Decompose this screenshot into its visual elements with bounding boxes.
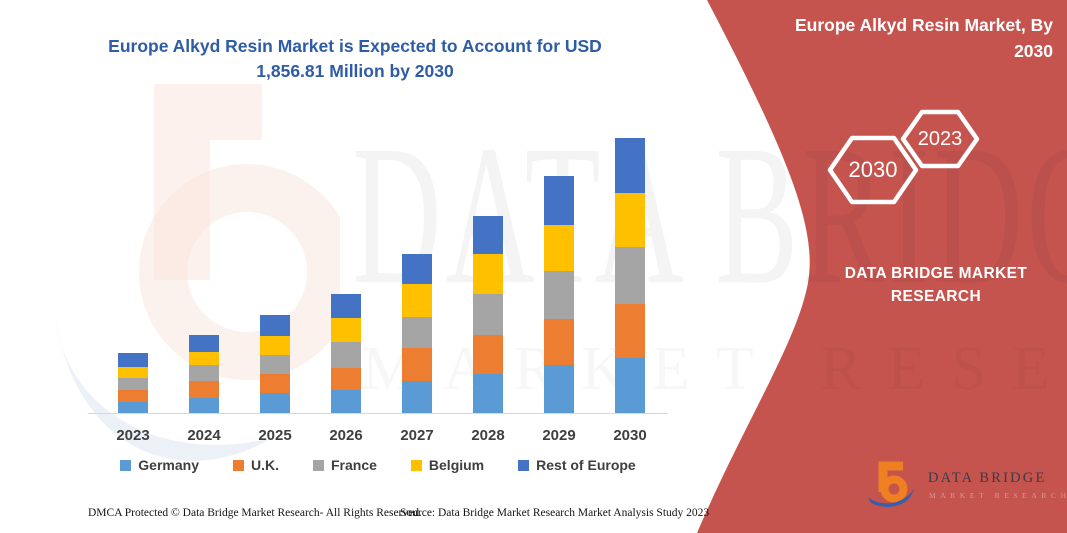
bar-segment-u-k- [544, 319, 574, 365]
bar-segment-france [189, 365, 219, 381]
bar-segment-belgium [544, 225, 574, 271]
bar-segment-rest-of-europe [331, 294, 361, 318]
legend-swatch-icon [120, 459, 132, 471]
bar-segment-rest-of-europe [402, 254, 432, 284]
bar-segment-belgium [118, 367, 148, 378]
bar-segment-germany [473, 374, 503, 413]
plot-area [88, 120, 668, 414]
bar-2030 [615, 138, 645, 413]
x-axis-label-2030: 2030 [613, 427, 647, 444]
legend-label: U.K. [250, 457, 279, 473]
x-axis-label-2026: 2026 [329, 427, 363, 444]
legend-swatch-icon [410, 459, 422, 471]
bar-segment-germany [118, 402, 148, 413]
bar-segment-belgium [615, 193, 645, 247]
bar-segment-france [544, 271, 574, 319]
stacked-bar-chart: 2023 2024 2025 2026 2027 2028 2029 2030 Germany… [88, 120, 668, 473]
x-axis-label-2029: 2029 [542, 427, 576, 444]
bar-segment-belgium [189, 352, 219, 365]
legend-item-belgium: Belgium [410, 457, 485, 473]
legend-item-germany: Germany [120, 457, 199, 473]
bar-2026 [331, 294, 361, 413]
bar-segment-france [260, 355, 290, 374]
x-axis-label-2023: 2023 [116, 427, 150, 444]
x-axis-label-2025: 2025 [258, 427, 292, 444]
watermark-brand-text: DATA BRIDGE [352, 105, 1067, 326]
bar-segment-germany [402, 381, 432, 413]
bar-2028 [473, 216, 503, 413]
bar-segment-germany [615, 358, 645, 413]
brand-logo-subtitle: MARKET RESEARCH [929, 491, 1067, 500]
legend-swatch-icon [518, 459, 530, 471]
brand-logo-icon [868, 461, 914, 507]
bar-segment-rest-of-europe [118, 353, 148, 367]
chart-legend: Germany U.K. France Belgium Rest of Europe [88, 457, 668, 473]
bar-segment-rest-of-europe [615, 138, 645, 193]
bar-segment-belgium [331, 318, 361, 342]
bar-segment-france [615, 247, 645, 304]
bar-segment-belgium [473, 254, 503, 294]
bar-segment-u-k- [331, 368, 361, 390]
legend-item-rest-of-europe: Rest of Europe [518, 457, 636, 473]
bar-segment-belgium [402, 284, 432, 317]
chart-title: Europe Alkyd Resin Market is Expected to… [108, 36, 602, 81]
legend-label: Germany [138, 457, 199, 473]
bar-segment-u-k- [615, 304, 645, 358]
bar-segment-france [473, 294, 503, 335]
footer-source-text: Source: Data Bridge Market Research Mark… [400, 507, 710, 519]
bar-segment-rest-of-europe [189, 335, 219, 352]
bar-segment-germany [544, 365, 574, 413]
legend-label: Belgium [428, 457, 485, 473]
bar-segment-belgium [260, 336, 290, 355]
bar-segment-france [118, 378, 148, 390]
x-axis-label-2024: 2024 [187, 427, 221, 444]
bar-segment-rest-of-europe [260, 315, 290, 336]
bar-segment-rest-of-europe [544, 176, 574, 225]
legend-label: Rest of Europe [536, 457, 636, 473]
bar-segment-u-k- [189, 381, 219, 398]
banner-title: Europe Alkyd Resin Market, By 2030 [794, 15, 1053, 62]
bar-segment-germany [189, 398, 219, 413]
bar-2027 [402, 254, 432, 413]
hexagon-2030-label: 2030 [848, 157, 898, 182]
bar-segment-rest-of-europe [473, 216, 503, 254]
bar-segment-u-k- [260, 374, 290, 393]
x-axis-label-2027: 2027 [400, 427, 434, 444]
bar-segment-u-k- [118, 390, 148, 402]
legend-swatch-icon [312, 459, 324, 471]
hexagon-outline-icon [827, 135, 919, 205]
brand-logo-name: DATA BRIDGE [928, 470, 1047, 486]
legend-swatch-icon [232, 459, 244, 471]
bar-2024 [189, 335, 219, 413]
bar-segment-germany [260, 393, 290, 413]
bar-2029 [544, 176, 574, 413]
legend-item-u-k-: U.K. [232, 457, 279, 473]
x-axis-label-2028: 2028 [471, 427, 505, 444]
faded-brand-logo-icon [55, 84, 340, 461]
x-axis-labels: 2023 2024 2025 2026 2027 2028 2029 2030 [88, 427, 668, 451]
hexagon-outline-icon [900, 109, 980, 169]
x-axis-line [88, 413, 668, 414]
hexagon-2023-label: 2023 [917, 127, 963, 150]
hexagon-2023: 2023 [899, 108, 981, 170]
hexagon-2030: 2030 [826, 133, 920, 207]
bar-segment-germany [331, 390, 361, 413]
bar-2023 [118, 353, 148, 413]
bar-segment-france [402, 317, 432, 348]
bar-segment-u-k- [473, 335, 503, 374]
legend-item-france: France [312, 457, 377, 473]
banner-brand-text: DATA BRIDGE MARKET RESEARCH [844, 265, 1028, 306]
bar-segment-u-k- [402, 348, 432, 381]
footer-dmca-text: DMCA Protected © Data Bridge Market Rese… [88, 507, 422, 519]
legend-label: France [330, 457, 377, 473]
bar-2025 [260, 315, 290, 413]
bar-segment-france [331, 342, 361, 368]
